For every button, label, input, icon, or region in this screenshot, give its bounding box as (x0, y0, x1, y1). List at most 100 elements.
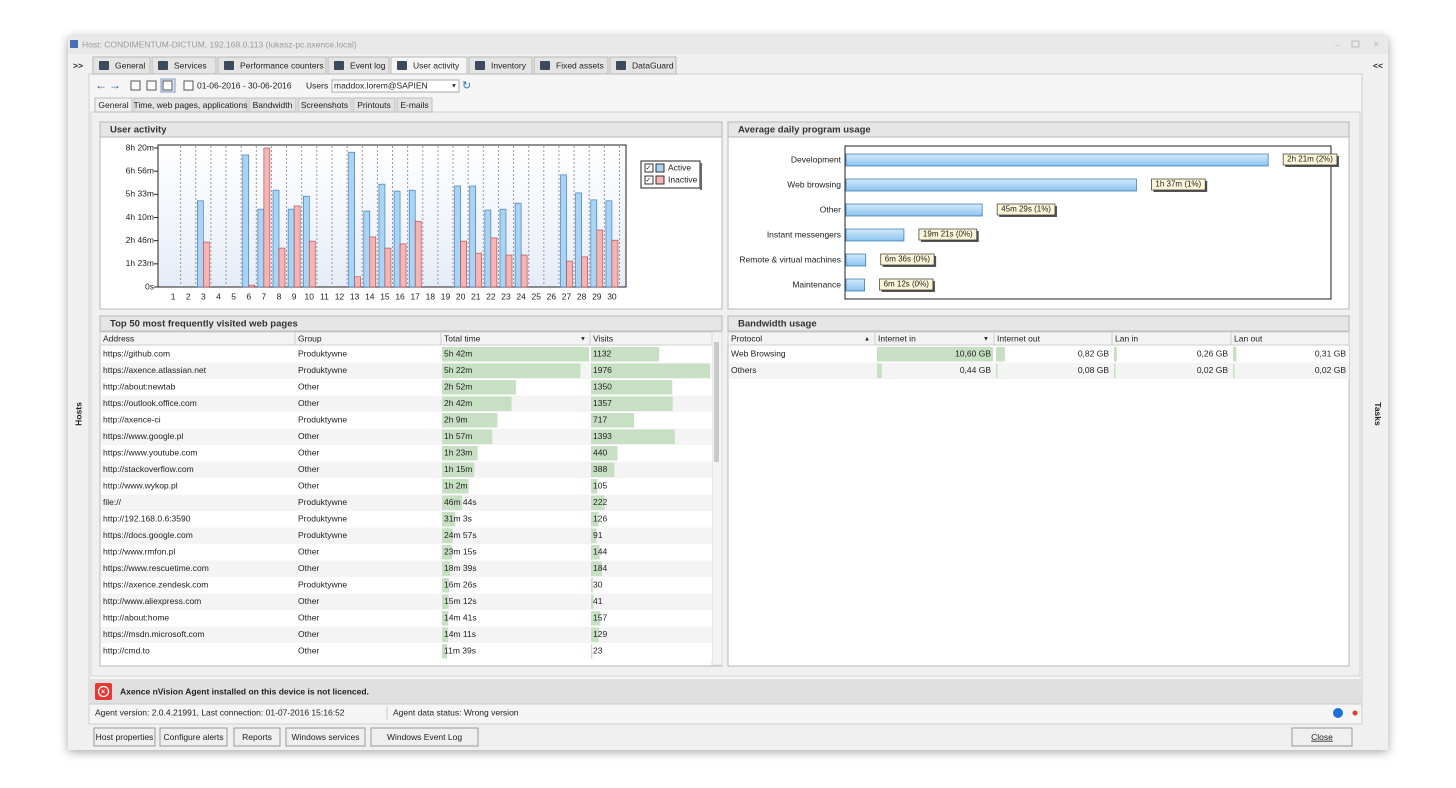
button-label: Reports (242, 732, 272, 742)
value-label: 6m 12s (0%) (884, 280, 930, 289)
user-select[interactable] (331, 79, 460, 93)
bar (399, 243, 407, 288)
subtab[interactable] (352, 97, 396, 113)
back[interactable]: ← (95, 78, 107, 92)
visits-bar (591, 413, 635, 428)
column-header[interactable] (1230, 331, 1350, 346)
column-header-label: Internet in (878, 333, 916, 343)
subtab[interactable] (248, 97, 297, 113)
time-bar (442, 594, 449, 609)
bar (278, 247, 286, 288)
table-cell: 11m 39s (444, 645, 476, 655)
y-tick-label: 6h 56m (126, 165, 154, 175)
visits-bar (591, 611, 601, 626)
tab[interactable] (533, 56, 609, 75)
column-header-label: Visits (593, 333, 613, 343)
table-row[interactable] (101, 395, 712, 413)
legend-checkbox[interactable] (644, 163, 654, 173)
table-row[interactable] (101, 560, 712, 578)
tasks-panel[interactable]: Tasks (1373, 402, 1383, 426)
subtab[interactable] (94, 97, 133, 113)
day-view[interactable] (130, 80, 141, 91)
label-box (880, 253, 935, 266)
bandwidth-bar (877, 347, 993, 362)
column-header-label: Address (103, 333, 134, 343)
close-button[interactable] (1291, 727, 1353, 747)
data-status: Agent data status: Wrong version (393, 707, 519, 717)
calendar-icon (183, 80, 194, 91)
table-row[interactable] (101, 593, 712, 611)
table-row[interactable] (101, 610, 712, 627)
right-toggle[interactable]: << (1373, 60, 1383, 70)
visits-bar (591, 561, 603, 576)
date-range[interactable]: 01-06-2016 - 30-06-2016 (197, 80, 292, 90)
forward[interactable]: → (109, 78, 121, 92)
table-cell: 1h 2m (444, 480, 468, 490)
table-row[interactable] (101, 445, 712, 462)
table-row[interactable] (101, 428, 712, 446)
panel-header (99, 315, 723, 332)
bar (242, 154, 250, 288)
left-toggle[interactable]: >> (73, 60, 83, 70)
value-label: 2h 21m (2%) (1287, 155, 1333, 164)
tab-icon (158, 61, 168, 70)
table-cell: 717 (593, 414, 607, 424)
table-cell: http://about:newtab (103, 381, 176, 391)
tab[interactable] (468, 56, 533, 75)
y-tick-label: Development (791, 154, 842, 164)
table-row[interactable] (101, 626, 712, 644)
subtab[interactable] (297, 97, 352, 113)
table-cell: 16m 26s (444, 579, 477, 589)
column-header-label: Total time (444, 333, 481, 343)
button[interactable] (93, 727, 156, 747)
time-bar (442, 479, 469, 494)
bar (611, 239, 619, 288)
subtab-label: General (98, 100, 128, 110)
table-row[interactable] (101, 379, 712, 396)
hosts-panel[interactable]: Hosts (73, 402, 83, 426)
refresh[interactable]: ↻ (462, 80, 471, 92)
maximize[interactable] (1351, 40, 1360, 48)
table-row[interactable] (729, 362, 1349, 380)
table-cell: 1393 (593, 431, 612, 441)
scroll-thumb[interactable] (714, 342, 719, 462)
visits-bar (591, 479, 598, 494)
label-box (1151, 178, 1206, 191)
close-window[interactable]: × (1373, 39, 1379, 51)
button[interactable] (233, 727, 281, 747)
table-row[interactable] (101, 511, 712, 528)
week-view[interactable] (146, 80, 157, 91)
bar (263, 147, 271, 288)
legend-check: ✓ (646, 165, 652, 172)
button[interactable] (285, 727, 366, 747)
table-cell: https://www.youtube.com (103, 447, 198, 457)
tab[interactable] (217, 56, 327, 75)
table-row[interactable] (101, 494, 712, 512)
table-row[interactable] (101, 643, 712, 660)
subtab[interactable] (133, 97, 248, 113)
bar (308, 240, 316, 288)
table-row[interactable] (101, 527, 712, 545)
table-cell: 126 (593, 513, 607, 523)
tab[interactable] (609, 56, 677, 75)
table-row[interactable] (101, 412, 712, 429)
subtab-label: Time, web pages, applications (133, 100, 247, 110)
minimize[interactable]: – (1335, 39, 1340, 49)
table-row[interactable] (101, 577, 712, 594)
bar (354, 276, 361, 288)
button[interactable] (370, 727, 479, 747)
button[interactable] (159, 727, 228, 747)
info-icon[interactable] (1333, 708, 1343, 718)
subtab[interactable] (396, 97, 433, 113)
panel-title: User activity (110, 125, 167, 136)
table-row[interactable] (729, 346, 1349, 363)
table-cell: https://www.rescuetime.com (103, 563, 209, 573)
tab[interactable] (151, 56, 217, 75)
table-row[interactable] (101, 544, 712, 561)
x-tick-label: 26 (547, 291, 557, 301)
panel-header (727, 315, 1350, 332)
table-row[interactable] (101, 478, 712, 495)
legend-checkbox[interactable] (644, 175, 654, 185)
tab[interactable] (390, 56, 468, 75)
table-row[interactable] (101, 461, 712, 479)
